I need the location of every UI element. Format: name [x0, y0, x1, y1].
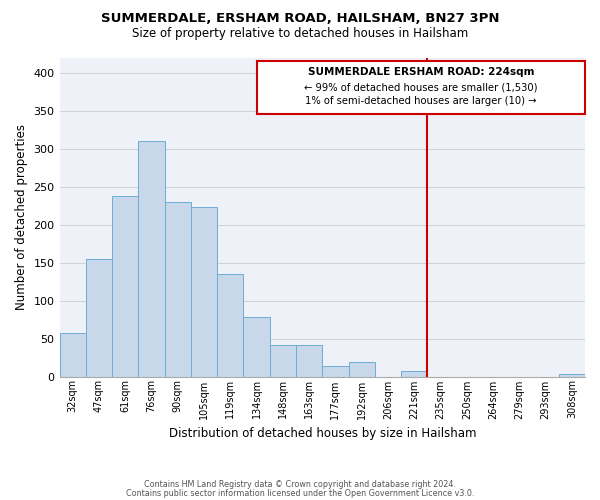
FancyBboxPatch shape [257, 62, 585, 114]
Bar [270, 346, 296, 376]
Bar [559, 374, 585, 376]
Bar [217, 274, 244, 376]
Bar [164, 202, 191, 376]
Text: Contains HM Land Registry data © Crown copyright and database right 2024.: Contains HM Land Registry data © Crown c… [144, 480, 456, 489]
Text: ← 99% of detached houses are smaller (1,530): ← 99% of detached houses are smaller (1,… [304, 82, 538, 92]
Bar [86, 259, 112, 376]
Bar [112, 196, 139, 376]
Bar [349, 362, 375, 376]
Bar [139, 141, 164, 376]
X-axis label: Distribution of detached houses by size in Hailsham: Distribution of detached houses by size … [169, 427, 476, 440]
Y-axis label: Number of detached properties: Number of detached properties [15, 124, 28, 310]
Bar [322, 366, 349, 376]
Text: Contains public sector information licensed under the Open Government Licence v3: Contains public sector information licen… [126, 489, 474, 498]
Bar [296, 344, 322, 376]
Bar [59, 333, 86, 376]
Text: Size of property relative to detached houses in Hailsham: Size of property relative to detached ho… [132, 28, 468, 40]
Bar [401, 371, 427, 376]
Text: SUMMERDALE, ERSHAM ROAD, HAILSHAM, BN27 3PN: SUMMERDALE, ERSHAM ROAD, HAILSHAM, BN27 … [101, 12, 499, 26]
Bar [244, 318, 270, 376]
Text: SUMMERDALE ERSHAM ROAD: 224sqm: SUMMERDALE ERSHAM ROAD: 224sqm [308, 68, 534, 78]
Bar [191, 207, 217, 376]
Text: 1% of semi-detached houses are larger (10) →: 1% of semi-detached houses are larger (1… [305, 96, 536, 106]
